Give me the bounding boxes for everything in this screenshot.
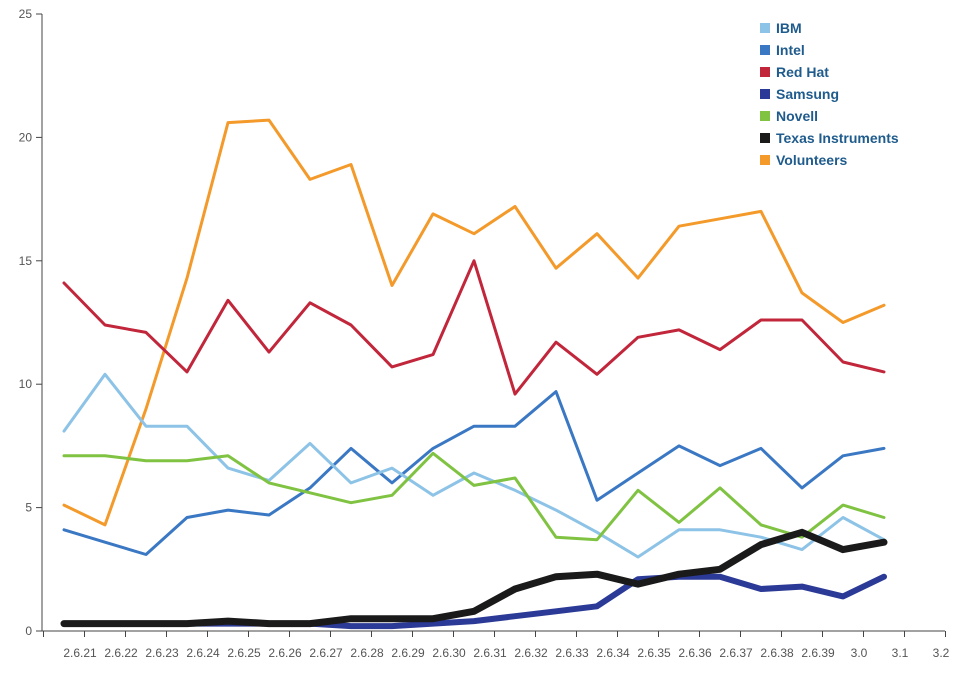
legend-swatch-samsung [760,89,770,99]
y-tick-label: 0 [25,624,32,638]
x-tick-label: 2.6.37 [719,646,753,660]
axes: 0 5 10 15 20 25 2.6.21 2.6.22 2.6.23 2.6.24 2.6.25… [19,7,950,660]
y-tick-label: 25 [19,7,33,21]
legend-label-volunteers: Volunteers [776,152,848,168]
x-tick-label: 3.2 [933,646,950,660]
legend-swatch-ibm [760,23,770,33]
x-tick-label: 2.6.28 [350,646,384,660]
x-tick-label: 2.6.29 [391,646,425,660]
y-tick-label: 20 [19,130,33,144]
legend-label-novell: Novell [776,108,818,124]
x-tick-label: 2.6.39 [801,646,835,660]
x-tick-label: 2.6.34 [596,646,630,660]
series-layer [60,118,888,630]
x-tick-label: 3.0 [851,646,868,660]
x-tick-label: 2.6.35 [637,646,671,660]
x-tick-label: 2.6.23 [145,646,179,660]
y-tick-label: 5 [25,501,32,515]
x-tick-label: 2.6.22 [104,646,138,660]
legend-label-ibm: IBM [776,20,802,36]
series-line-samsung [61,573,887,630]
x-tick-label: 2.6.33 [555,646,589,660]
legend-swatch-volunteers [760,155,770,165]
series-line-ibm [62,372,886,559]
series-line-texas-instruments [60,528,888,628]
x-tick-label: 2.6.30 [432,646,466,660]
x-tick-label: 2.6.32 [514,646,548,660]
x-tick-label: 2.6.38 [760,646,794,660]
y-tick-label: 15 [19,254,33,268]
legend-label-red-hat: Red Hat [776,64,829,80]
x-tick-label: 2.6.25 [227,646,261,660]
legend-swatch-intel [760,45,770,55]
x-tick-label: 2.6.24 [186,646,220,660]
legend-label-intel: Intel [776,42,805,58]
legend-label-texas-instruments: Texas Instruments [776,130,899,146]
x-tick-label: 3.1 [892,646,909,660]
x-tick-label: 2.6.26 [268,646,302,660]
legend: IBM Intel Red Hat Samsung Novell Texas Instru… [760,20,899,168]
x-tick-label: 2.6.21 [63,646,97,660]
legend-swatch-texas-instruments [760,133,770,143]
legend-swatch-novell [760,111,770,121]
legend-label-samsung: Samsung [776,86,839,102]
legend-swatch-red-hat [760,67,770,77]
series-line-intel [62,390,886,556]
x-tick-label: 2.6.27 [309,646,343,660]
series-line-red-hat [62,259,886,396]
x-tick-label: 2.6.36 [678,646,712,660]
series-line-novell [62,451,886,542]
x-tick-label: 2.6.31 [473,646,507,660]
series-line-volunteers [62,118,886,527]
y-tick-label: 10 [19,377,33,391]
